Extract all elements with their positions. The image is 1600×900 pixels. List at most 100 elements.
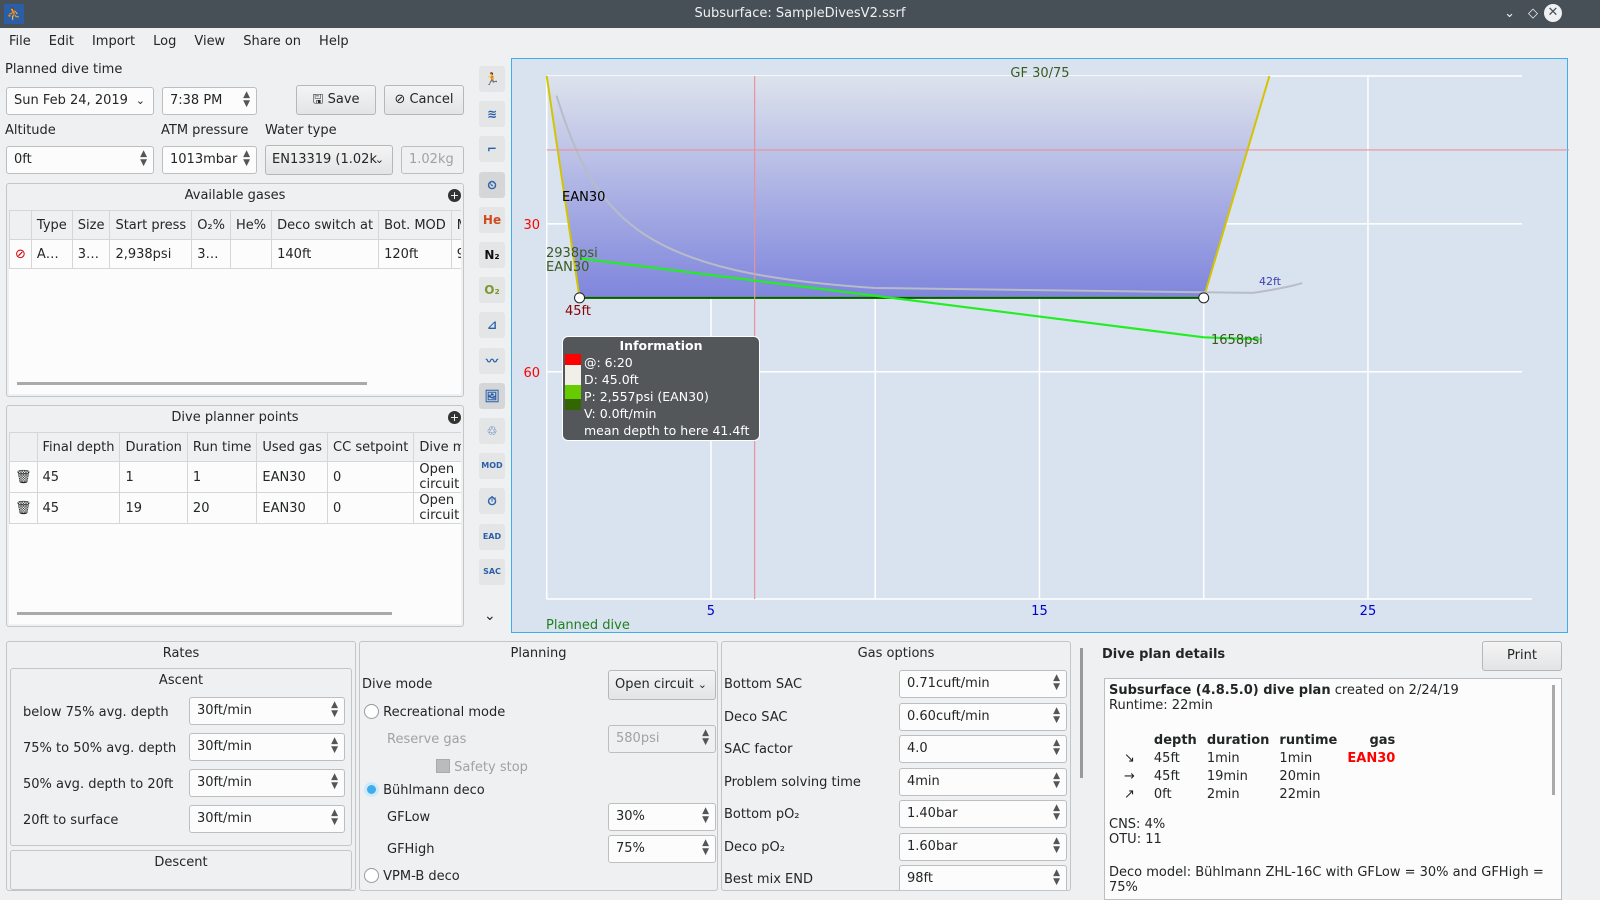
cell[interactable]: A…	[30, 239, 73, 269]
profile-view[interactable]: GF 30/75 EAN30 2938psi EAN30 45ft 42ft 1658psi…	[511, 58, 1569, 634]
cell[interactable]: 140ft	[271, 239, 380, 269]
toolbar-graphline-icon[interactable]: 〰	[479, 347, 505, 374]
cell[interactable]: EAN30	[256, 461, 329, 493]
col-header[interactable]: Start press	[109, 210, 193, 240]
toolbar-photos-icon[interactable]: 🖼	[479, 382, 505, 409]
water-type-select[interactable]: EN13319 (1.02k ⌄	[265, 145, 393, 175]
gflow-field[interactable]: 30% ▲ ▼	[608, 803, 716, 831]
horizontal-scrollbar[interactable]	[17, 382, 367, 385]
toolbar-he-icon[interactable]: He	[479, 206, 505, 233]
maximize-icon[interactable]: ◇	[1528, 6, 1538, 21]
toolbar-ceilingstep-icon[interactable]: ⌐	[479, 136, 505, 163]
cell[interactable]: 0	[327, 461, 415, 493]
cell[interactable]: 45	[36, 461, 121, 493]
cell[interactable]: 1	[186, 461, 258, 493]
chevron-down-icon[interactable]: ⌄	[484, 608, 496, 624]
toolbar-o-icon[interactable]: O₂	[479, 277, 505, 304]
cell[interactable]: 120ft	[378, 239, 452, 269]
gas-option-field[interactable]: 98ft ▲ ▼	[899, 865, 1067, 890]
cell[interactable]: 1	[119, 461, 188, 493]
profile-svg[interactable]: GF 30/75EAN302938psiEAN3045ft42ft1658psi…	[512, 59, 1569, 634]
col-header[interactable]: Size	[71, 210, 111, 240]
col-header[interactable]: Duration	[119, 432, 188, 462]
col-header[interactable]: Used gas	[256, 432, 329, 462]
gas-option-field[interactable]: 4.0 ▲ ▼	[899, 735, 1067, 763]
cell[interactable]: Open circuit	[413, 492, 461, 524]
gfhigh-field[interactable]: 75% ▲ ▼	[608, 835, 716, 863]
cell[interactable]: 3…	[191, 239, 231, 269]
toolbar-eartime-icon[interactable]: ⏱	[479, 488, 505, 515]
cell[interactable]: 20	[186, 492, 258, 524]
menu-help[interactable]: Help	[319, 34, 349, 49]
toolbar-ruler-icon[interactable]: ⊿	[479, 312, 505, 339]
print-button[interactable]: Print	[1482, 641, 1562, 671]
cell[interactable]: 45	[36, 492, 121, 524]
rate-field[interactable]: 30ft/min ▲ ▼	[189, 733, 345, 761]
recreational-radio[interactable]: Recreational mode	[364, 704, 505, 720]
cell[interactable]: 98ft	[450, 239, 461, 269]
add-point-icon[interactable]: +	[448, 411, 461, 424]
col-header[interactable]: Dive mode	[413, 432, 461, 462]
buhlmann-radio[interactable]: Bühlmann deco	[364, 782, 485, 798]
menu-view[interactable]: View	[194, 34, 226, 49]
menu-edit[interactable]: Edit	[48, 34, 74, 49]
gas-option-field[interactable]: 1.40bar ▲ ▼	[899, 800, 1067, 828]
gas-option-field[interactable]: 1.60bar ▲ ▼	[899, 832, 1067, 861]
gas-option-field[interactable]: 0.60cuft/min ▲ ▼	[899, 702, 1067, 731]
toolbar-sac-icon[interactable]: SAC	[479, 558, 505, 585]
col-header[interactable]: He%	[229, 210, 273, 240]
time-field[interactable]: 7:38 PM ▲ ▼	[162, 87, 257, 115]
save-button[interactable]: 🖫 Save	[296, 85, 376, 115]
cancel-button[interactable]: ⊘ Cancel	[384, 85, 464, 115]
dive-mode-select[interactable]: Open circuit ⌄	[608, 670, 716, 700]
rate-field[interactable]: 30ft/min ▲ ▼	[189, 769, 345, 797]
col-header[interactable]: MND	[450, 210, 461, 240]
col-header[interactable]: Final depth	[36, 432, 121, 462]
col-header[interactable]: O₂%	[191, 210, 231, 240]
atm-pressure-field[interactable]: 1013mbar ▲ ▼	[162, 146, 257, 174]
menu-file[interactable]: File	[9, 34, 31, 49]
menu-import[interactable]: Import	[91, 34, 136, 49]
dive-plan-text[interactable]: Subsurface (4.8.5.0) dive plan created o…	[1104, 678, 1562, 900]
cell[interactable]: 2,938psi	[109, 239, 193, 269]
vertical-scrollbar[interactable]	[1552, 685, 1555, 795]
toolbar-mod-icon[interactable]: MOD	[479, 453, 505, 480]
col-header[interactable]: Run time	[186, 432, 258, 462]
col-header[interactable]: Deco switch at	[271, 210, 380, 240]
cell[interactable]: 3…	[71, 239, 111, 269]
vpm-radio[interactable]: VPM-B deco	[364, 868, 460, 884]
toolbar-n-icon[interactable]: N₂	[479, 242, 505, 268]
add-gas-icon[interactable]: +	[448, 189, 461, 202]
horizontal-scrollbar[interactable]	[17, 612, 392, 615]
cell[interactable]: Open circuit	[413, 461, 461, 493]
trash-icon[interactable]: 🗑	[9, 461, 38, 493]
cell[interactable]: 19	[119, 492, 188, 524]
toolbar-tissueheatmap-icon[interactable]: ≋	[479, 101, 505, 128]
delete-gas-icon[interactable]: ⊘	[9, 239, 32, 269]
rate-field[interactable]: 30ft/min ▲ ▼	[189, 697, 345, 725]
menu-log[interactable]: Log	[153, 34, 177, 49]
toolbar-profileruler-icon[interactable]: 🏃	[479, 66, 505, 92]
toolbar-decocalc-icon[interactable]: ⏲	[479, 171, 505, 198]
trash-icon[interactable]: 🗑	[9, 492, 38, 524]
toolbar-ead-icon[interactable]: EAD	[479, 523, 505, 550]
altitude-field[interactable]: 0ft ▲ ▼	[6, 146, 154, 174]
col-header[interactable]: CC setpoint	[327, 432, 415, 462]
gas-option-field[interactable]: 0.71cuft/min ▲ ▼	[899, 670, 1067, 698]
col-header[interactable]: Bot. MOD	[378, 210, 452, 240]
minimize-icon[interactable]: ⌄	[1504, 6, 1515, 21]
table-row[interactable]: 🗑 45 1 1 EAN30 0 Open circuit	[9, 461, 461, 493]
table-row[interactable]: 🗑 45 19 20 EAN30 0 Open circuit	[9, 492, 461, 524]
menu-share[interactable]: Share on	[243, 34, 302, 49]
cell[interactable]: EAN30	[256, 492, 329, 524]
close-icon[interactable]: ✕	[1544, 4, 1562, 22]
cell[interactable]	[229, 239, 273, 269]
col-header[interactable]: Type	[30, 210, 73, 240]
cell[interactable]: 0	[327, 492, 415, 524]
gas-option-field[interactable]: 4min ▲ ▼	[899, 767, 1067, 796]
toolbar-rebreather-icon[interactable]: ♲	[479, 418, 505, 444]
rate-field[interactable]: 30ft/min ▲ ▼	[189, 805, 345, 833]
vertical-scrollbar[interactable]	[1080, 648, 1083, 778]
date-picker[interactable]: Sun Feb 24, 2019 ⌄	[6, 87, 154, 115]
